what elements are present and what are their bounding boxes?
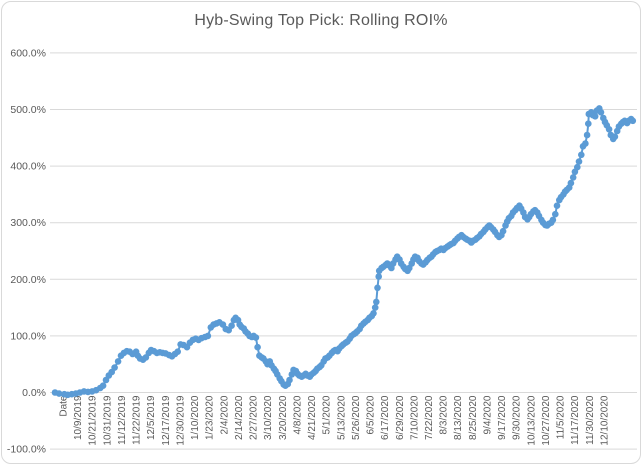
y-tick-label: 600.0% [10,47,46,59]
x-tick-label: 3/20/2020 [278,395,289,440]
x-tick-label: 12/30/2019 [175,395,186,445]
data-point-marker[interactable] [371,304,379,311]
x-tick-label: 6/17/2020 [380,395,391,440]
x-tick-label: 12/5/2019 [146,395,157,440]
data-point-marker[interactable] [611,133,619,140]
data-point-marker[interactable] [583,131,591,139]
data-point-marker[interactable] [597,109,605,116]
x-tick-label: 1/23/2020 [205,395,216,440]
x-tick-label: 2/4/2020 [219,395,230,434]
data-point-marker[interactable] [575,158,583,165]
x-tick-label: 10/21/2019 [88,395,99,445]
y-tick-label: 200.0% [10,274,46,286]
data-point-marker[interactable] [569,174,577,181]
data-point-marker[interactable] [582,140,589,147]
x-tick-label: 3/10/2020 [263,395,274,440]
y-tick-label: 400.0% [10,161,46,173]
x-tick-label: 8/3/2020 [439,395,450,434]
y-tick-label: 500.0% [10,104,46,116]
data-point-marker[interactable] [114,358,122,365]
data-point-marker[interactable] [549,216,557,224]
data-point-marker[interactable] [374,284,381,292]
y-tick-label: 0.0% [22,387,46,399]
data-point-marker[interactable] [204,332,212,340]
data-point-marker[interactable] [99,382,107,390]
x-tick-label: 9/30/2020 [512,395,523,440]
data-point-marker[interactable] [552,210,559,218]
x-tick-label: 7/22/2020 [424,395,435,440]
x-tick-label: 11/17/2020 [570,395,581,445]
x-tick-label: 9/17/2020 [497,395,508,440]
x-tick-label: 10/9/2019 [73,395,84,440]
data-point-marker[interactable] [55,390,63,397]
y-tick-label: -100.0% [7,444,46,456]
gridlines [50,52,637,450]
x-tick-label: 11/30/2020 [585,395,596,445]
data-point-marker[interactable] [228,322,235,330]
y-axis-labels: 600.0% 500.0% 400.0% 300.0% 200.0% 100.0% 0.0%… [7,47,46,455]
x-tick-label: 12/10/2020 [599,395,610,445]
roi-series[interactable] [51,105,637,399]
series-line [54,107,634,396]
x-tick-label: 7/10/2020 [409,395,420,440]
x-tick-label: 11/22/2019 [132,395,143,445]
data-point-marker[interactable] [567,179,575,187]
chart-title: Hyb-Swing Top Pick: Rolling ROI% [194,12,448,29]
x-tick-label: 6/29/2020 [395,395,406,440]
x-tick-label: 2/14/2020 [234,395,245,440]
data-point-marker[interactable] [574,163,581,171]
x-tick-label: 10/13/2020 [526,395,537,445]
x-tick-label: 5/26/2020 [351,395,362,440]
x-tick-label: 1/10/2020 [190,395,201,440]
x-tick-label: 8/25/2020 [468,395,479,440]
data-point-marker[interactable] [578,151,585,159]
data-point-marker[interactable] [585,120,592,127]
x-tick-label: 12/17/2019 [161,395,172,445]
data-point-marker[interactable] [373,298,380,306]
x-tick-label: 5/1/2020 [322,395,333,434]
data-point-marker[interactable] [629,117,637,125]
x-tick-label: Date [59,395,70,417]
data-point-marker[interactable] [370,310,377,317]
data-point-marker[interactable] [286,376,293,384]
x-axis-labels: Date 10/9/2019 10/21/2019 10/31/2019 11/12/2… [59,395,611,445]
data-point-marker[interactable] [174,348,181,356]
x-tick-label: 4/8/2020 [292,395,303,434]
x-tick-label: 9/4/2020 [482,395,493,434]
data-point-marker[interactable] [553,202,561,209]
y-tick-label: 100.0% [10,330,46,342]
data-point-marker[interactable] [252,334,260,341]
x-tick-label: 4/21/2020 [307,395,318,440]
x-tick-label: 10/27/2020 [541,395,552,445]
x-tick-label: 11/12/2019 [117,395,128,445]
x-tick-label: 2/27/2020 [249,395,260,440]
data-point-marker[interactable] [499,227,507,235]
data-point-marker[interactable] [254,343,261,351]
x-tick-label: 8/13/2020 [453,395,464,440]
y-tick-label: 300.0% [10,217,46,229]
data-point-marker[interactable] [605,126,613,133]
data-point-marker[interactable] [375,273,383,280]
x-tick-label: 11/5/2020 [556,395,567,439]
data-point-marker[interactable] [591,113,599,120]
data-point-marker[interactable] [111,364,118,371]
x-tick-label: 5/13/2020 [336,395,347,440]
x-tick-label: 6/5/2020 [366,395,377,434]
x-tick-label: 10/31/2019 [102,395,113,445]
